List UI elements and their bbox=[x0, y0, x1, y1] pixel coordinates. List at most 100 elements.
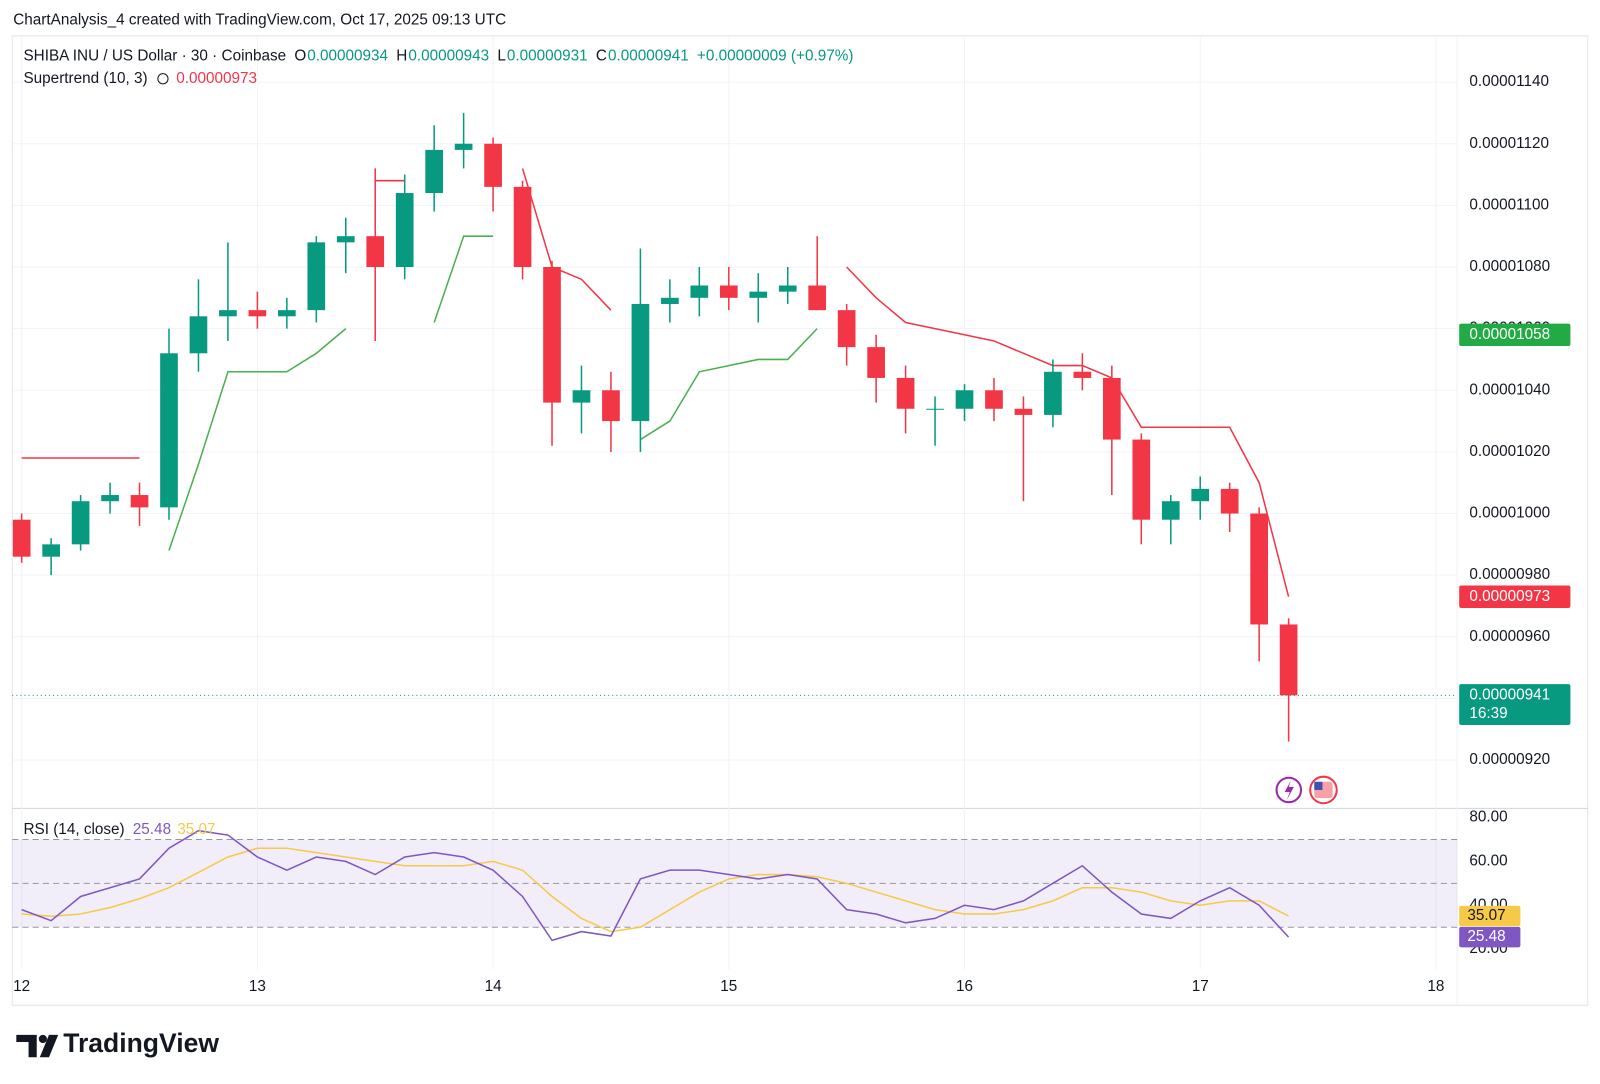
candle-body bbox=[985, 390, 1003, 409]
candle-body bbox=[778, 285, 797, 292]
legend-symbol: SHIBA INU / US Dollar · 30 · Coinbase bbox=[23, 47, 286, 64]
y-tick-label: 0.00001000 bbox=[1469, 505, 1550, 522]
rsi-tick-label: 60.00 bbox=[1469, 852, 1507, 869]
supertrend-value: 0.00000973 bbox=[176, 70, 257, 87]
candle-body bbox=[219, 310, 237, 317]
x-tick-label: 14 bbox=[485, 978, 503, 995]
candle-body bbox=[454, 143, 473, 150]
candle-body bbox=[101, 495, 119, 502]
legend-ohlc-label: H bbox=[396, 47, 407, 64]
candle-body bbox=[1161, 501, 1180, 520]
candle-body bbox=[307, 242, 326, 311]
candle-body bbox=[719, 285, 738, 298]
rsi-tag bbox=[1459, 926, 1521, 948]
brand-name: TradingView bbox=[63, 1028, 219, 1058]
candle-body bbox=[1132, 439, 1151, 520]
rsi-tag-label: 25.48 bbox=[1467, 928, 1505, 945]
rsi-line bbox=[21, 829, 1290, 942]
y-tick-label: 0.00001100 bbox=[1469, 196, 1549, 213]
candle-body bbox=[71, 501, 90, 545]
candle-body bbox=[366, 236, 385, 267]
y-tick-label: 0.00000980 bbox=[1469, 566, 1550, 583]
logo-mark bbox=[16, 1034, 37, 1058]
candle-body bbox=[661, 297, 679, 304]
brand-logo: TradingView bbox=[16, 1028, 219, 1058]
candle-body bbox=[867, 347, 885, 378]
price-tag bbox=[1459, 323, 1571, 347]
chart-title: ChartAnalysis_4 created with TradingView… bbox=[13, 12, 506, 29]
legend-ohlc-label: C bbox=[596, 47, 607, 64]
legend-ohlc-label: O bbox=[294, 47, 306, 64]
rsi-tick-label: 80.00 bbox=[1469, 809, 1507, 826]
supertrend-line bbox=[21, 168, 1290, 597]
x-tick-label: 13 bbox=[249, 978, 266, 995]
legend-ohlc-value: 0.00000941 bbox=[608, 47, 689, 64]
supertrend-label: Supertrend (10, 3) bbox=[23, 70, 147, 87]
rsi-value: 25.48 bbox=[133, 821, 171, 838]
candle-body bbox=[837, 310, 856, 348]
candle-body bbox=[572, 390, 591, 403]
candle-body bbox=[248, 310, 267, 317]
rsi-label: RSI (14, close) bbox=[23, 821, 124, 838]
legend-ohlc-label: L bbox=[497, 47, 506, 64]
rsi-ma-line bbox=[21, 847, 1289, 933]
candle-body bbox=[543, 267, 561, 403]
candle-body bbox=[955, 390, 974, 409]
candle-body bbox=[749, 291, 768, 298]
y-tick-label: 0.00001140 bbox=[1469, 73, 1549, 90]
candle-body bbox=[690, 285, 709, 298]
candle-body bbox=[1279, 624, 1298, 696]
price-tag-sub: 16:39 bbox=[1469, 705, 1507, 722]
candle-body bbox=[1014, 408, 1033, 415]
candle-body bbox=[130, 495, 149, 508]
y-tick-label: 0.00000920 bbox=[1469, 751, 1550, 768]
candle-body bbox=[1073, 371, 1092, 378]
logo-mark bbox=[39, 1034, 59, 1058]
supertrend-line bbox=[168, 235, 818, 551]
x-tick-label: 17 bbox=[1192, 978, 1209, 995]
y-tick-label: 0.00001080 bbox=[1469, 258, 1550, 275]
legend-ohlc-value: 0.00000934 bbox=[307, 47, 388, 64]
candle-body bbox=[1191, 488, 1210, 502]
event-icon bbox=[1314, 781, 1323, 790]
candle-body bbox=[896, 377, 915, 409]
x-tick-label: 15 bbox=[720, 978, 737, 995]
candle-body bbox=[602, 390, 620, 422]
candle-body bbox=[513, 186, 532, 267]
y-tick-label: 0.00001020 bbox=[1469, 443, 1550, 460]
y-tick-label: 0.00001120 bbox=[1469, 135, 1549, 152]
legend-change: +0.00000009 (+0.97%) bbox=[697, 47, 854, 64]
candle-body bbox=[926, 408, 944, 410]
candle-body bbox=[336, 236, 355, 243]
candle-body bbox=[42, 544, 60, 557]
candle-body bbox=[484, 143, 502, 187]
candle-body bbox=[1044, 371, 1062, 415]
x-tick-label: 16 bbox=[956, 978, 973, 995]
candle-body bbox=[12, 519, 31, 557]
candle-body bbox=[278, 310, 296, 317]
legend-ohlc-value: 0.00000931 bbox=[507, 47, 588, 64]
price-tag bbox=[1459, 585, 1571, 608]
price-tag-label: 0.00000973 bbox=[1469, 588, 1550, 605]
legend-ohlc-value: 0.00000943 bbox=[408, 47, 489, 64]
visibility-icon bbox=[157, 73, 169, 85]
event-icon bbox=[1284, 780, 1294, 801]
candle-body bbox=[395, 193, 414, 267]
candle-body bbox=[631, 303, 650, 422]
chart-frame bbox=[11, 35, 1589, 1006]
rsi-ma-value: 35.07 bbox=[177, 821, 215, 838]
candle-body bbox=[1220, 488, 1239, 514]
y-tick-label: 0.00001040 bbox=[1469, 381, 1550, 398]
event-icons bbox=[1275, 775, 1338, 805]
candle-body bbox=[189, 316, 208, 354]
rsi-ma-tag-label: 35.07 bbox=[1467, 907, 1505, 924]
logo-mark bbox=[38, 1034, 47, 1044]
candle-body bbox=[425, 149, 444, 194]
candle-body bbox=[808, 285, 827, 311]
x-tick-label: 18 bbox=[1427, 978, 1444, 995]
price-tag-label: 0.00001058 bbox=[1469, 326, 1550, 343]
candle-body bbox=[1102, 377, 1121, 440]
price-tag-label: 0.00000941 bbox=[1469, 686, 1550, 703]
